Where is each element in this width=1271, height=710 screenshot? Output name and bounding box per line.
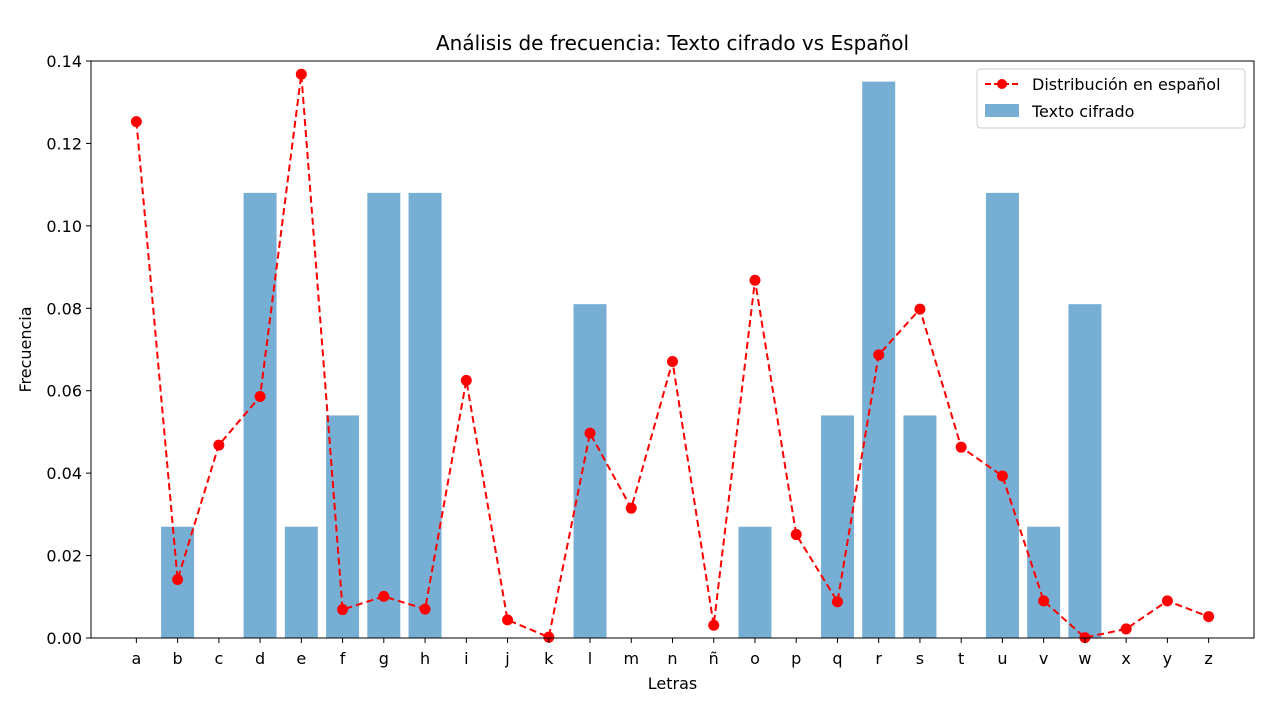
legend-line-marker [997, 79, 1007, 89]
line-point-y [1161, 595, 1173, 607]
x-tick-label: z [1204, 649, 1212, 668]
y-tick-label: 0.06 [46, 382, 82, 401]
line-point-x [1120, 623, 1132, 635]
x-tick-label: x [1121, 649, 1130, 668]
legend-label-spanish: Distribución en español [1032, 75, 1221, 94]
x-tick-label: t [958, 649, 964, 668]
x-tick-label: g [379, 649, 389, 668]
y-tick-label: 0.12 [46, 134, 82, 153]
line-point-f [337, 604, 349, 616]
line-point-n [667, 355, 678, 367]
x-tick-label: a [131, 649, 141, 668]
legend: Distribución en español Texto cifrado [976, 68, 1246, 129]
bar-o [738, 526, 772, 638]
line-point-d [254, 390, 266, 402]
line-point-t [955, 441, 967, 453]
line-point-u [996, 470, 1008, 482]
x-axis-label: Letras [648, 674, 697, 693]
y-tick-label: 0.04 [46, 464, 82, 483]
y-tick-label: 0.14 [46, 52, 82, 71]
x-tick-label: l [588, 649, 592, 668]
x-tick-label: h [420, 649, 430, 668]
x-tick-label: y [1163, 649, 1172, 668]
x-tick-label: p [791, 649, 801, 668]
line-point-h [419, 603, 431, 615]
line-point-c [213, 439, 225, 451]
line-point-j [502, 614, 514, 626]
x-tick-label: n [667, 649, 677, 668]
bars-layer [161, 81, 1102, 639]
bar-d [243, 192, 277, 638]
line-point-g [378, 590, 390, 602]
x-tick-label: v [1039, 649, 1048, 668]
x-tick-label: b [173, 649, 183, 668]
line-point-m [625, 502, 637, 514]
line-point-b [172, 573, 184, 585]
x-tick-label: w [1078, 649, 1091, 668]
x-tick-label: ñ [709, 649, 719, 668]
x-tick-label: i [464, 649, 468, 668]
bar-s [903, 415, 937, 638]
x-tick-label: q [832, 649, 842, 668]
line-point-e [295, 68, 307, 80]
legend-box [976, 68, 1246, 129]
line-point-k [543, 631, 555, 643]
bar-v [1027, 526, 1061, 638]
bar-f [326, 415, 360, 638]
y-axis: 0.00 0.02 0.04 0.06 0.08 0.10 0.12 0.14 [46, 52, 91, 648]
line-point-ñ [708, 619, 720, 631]
legend-bar-swatch [985, 104, 1019, 117]
line-point-q [831, 596, 843, 608]
line-point-s [914, 303, 926, 315]
line-point-l [584, 427, 596, 439]
line-point-a [130, 116, 142, 128]
x-tick-label: m [623, 649, 639, 668]
y-axis-label: Frecuencia [16, 306, 35, 392]
line-point-v [1038, 595, 1050, 607]
x-tick-label: d [255, 649, 265, 668]
y-tick-label: 0.02 [46, 547, 82, 566]
bar-h [408, 192, 442, 638]
x-tick-label: o [750, 649, 760, 668]
line-point-z [1203, 611, 1215, 623]
bar-u [985, 192, 1019, 638]
line-point-o [749, 274, 761, 286]
line-point-i [460, 374, 472, 386]
line-point-r [873, 349, 885, 361]
line-point-p [790, 529, 802, 541]
bar-g [367, 192, 401, 638]
bar-l [573, 304, 607, 638]
bar-w [1068, 304, 1102, 638]
line-layer [130, 68, 1215, 644]
x-tick-label: f [340, 649, 346, 668]
x-tick-label: k [544, 649, 554, 668]
y-tick-label: 0.10 [46, 217, 82, 236]
x-tick-label: s [916, 649, 924, 668]
y-tick-label: 0.00 [46, 629, 82, 648]
x-tick-label: e [296, 649, 306, 668]
legend-label-ciphertext: Texto cifrado [1031, 102, 1134, 121]
x-tick-label: r [875, 649, 882, 668]
bar-e [284, 526, 318, 638]
x-tick-label: c [214, 649, 223, 668]
x-tick-label: j [504, 649, 509, 668]
x-tick-label: u [997, 649, 1007, 668]
y-tick-label: 0.08 [46, 299, 82, 318]
chart-title: Análisis de frecuencia: Texto cifrado vs… [436, 31, 909, 55]
